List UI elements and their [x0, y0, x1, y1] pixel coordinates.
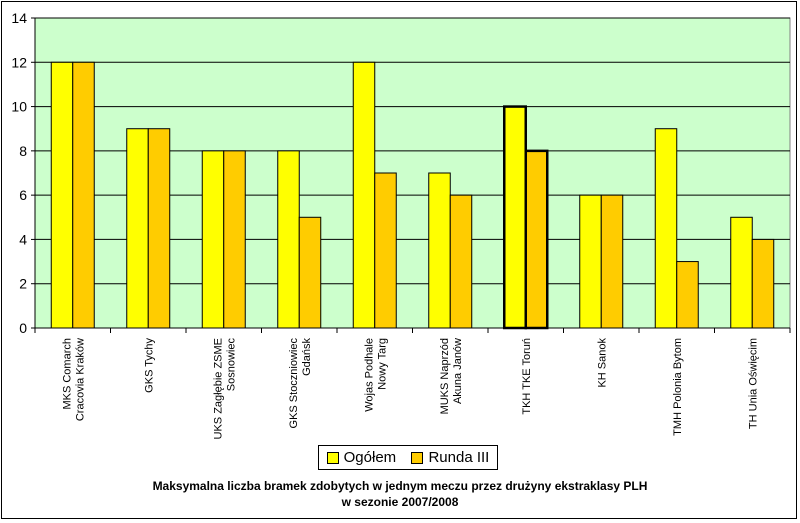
bar-runda-iii [600, 194, 624, 329]
bar-ogolem [730, 216, 753, 329]
legend-entry-runda-iii: Runda III [411, 449, 489, 466]
x-category-label: Akuna Janów [452, 338, 464, 404]
bar-runda-iii [147, 128, 171, 329]
bar-ogolem [352, 61, 376, 329]
bar-ogolem [428, 172, 451, 329]
legend-label-ogolem: Ogółem [343, 449, 397, 466]
x-category-label: Sosnowiec [225, 338, 237, 392]
x-category-label: UKS Zagłębie ZSME [212, 338, 224, 439]
legend: Ogółem Runda III [318, 445, 498, 470]
legend-entry-ogolem: Ogółem [326, 449, 397, 466]
bar-ogolem [654, 128, 678, 329]
x-category-label: TH Unia Oświęcim [747, 338, 759, 429]
bar-runda-iii [72, 61, 95, 329]
chart-title: Maksymalna liczba bramek zdobytych w jed… [152, 479, 648, 493]
y-tick-label: 14 [11, 10, 27, 26]
legend-swatch-ogolem [326, 451, 339, 464]
y-tick-label: 0 [19, 320, 27, 336]
x-category-label: Cracovia Kraków [74, 338, 86, 421]
y-tick-label: 2 [19, 276, 27, 292]
bar-runda-iii [524, 149, 549, 330]
y-tick-label: 8 [19, 143, 27, 159]
x-category-label: TMH Polonia Bytom [672, 338, 684, 436]
bar-runda-iii [676, 261, 699, 329]
y-tick-label: 12 [11, 54, 27, 70]
x-category-label: Nowy Targ [376, 338, 388, 390]
chart-caption: Maksymalna liczba bramek zdobytych w jed… [0, 478, 800, 510]
bar-ogolem [579, 194, 602, 329]
bar-ogolem [50, 61, 74, 329]
x-category-label: MUKS Naprzód [439, 338, 451, 414]
bar-runda-iii [374, 172, 397, 329]
legend-swatch-runda-iii [411, 451, 424, 464]
legend-label-runda-iii: Runda III [428, 449, 490, 466]
x-category-label: KH Sanok [596, 338, 608, 388]
x-category-label: MKS Comarch [61, 338, 73, 410]
x-category-label: GKS Tychy [143, 338, 155, 393]
bar-runda-iii [298, 216, 322, 329]
y-tick-label: 10 [11, 99, 27, 115]
x-category-label: Wojas Podhale [363, 338, 375, 412]
chart-subtitle: w sezonie 2007/2008 [341, 495, 459, 509]
bar-ogolem [126, 128, 149, 329]
x-category-label: TKH TKE Toruń [521, 338, 533, 415]
bar-runda-iii [449, 194, 473, 329]
bar-ogolem [277, 150, 300, 329]
bar-runda-iii [223, 150, 246, 329]
bar-runda-iii [751, 238, 775, 329]
x-category-label: Gdańsk [301, 338, 313, 376]
bar-ogolem [201, 150, 225, 329]
bar-ogolem [503, 105, 527, 330]
x-category-label: GKS Stoczniowiec [288, 338, 300, 429]
y-tick-label: 6 [19, 187, 27, 203]
y-tick-label: 4 [19, 231, 27, 247]
